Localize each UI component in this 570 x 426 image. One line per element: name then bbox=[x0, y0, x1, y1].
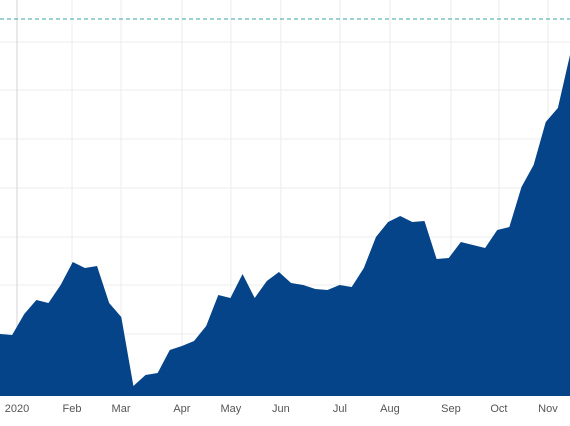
area bbox=[0, 55, 570, 396]
x-tick-label: Jul bbox=[333, 403, 347, 415]
x-tick-label: Aug bbox=[380, 403, 400, 415]
x-tick-label: Nov bbox=[538, 403, 558, 415]
x-tick-label: Jun bbox=[272, 403, 290, 415]
x-tick-label: Sep bbox=[441, 403, 461, 415]
x-tick-label: Feb bbox=[63, 403, 82, 415]
x-tick-label: Mar bbox=[112, 403, 131, 415]
x-tick-label: 2020 bbox=[5, 403, 29, 415]
x-tick-label: May bbox=[221, 403, 242, 415]
x-tick-label: Oct bbox=[490, 403, 507, 415]
x-tick-label: Apr bbox=[173, 403, 190, 415]
